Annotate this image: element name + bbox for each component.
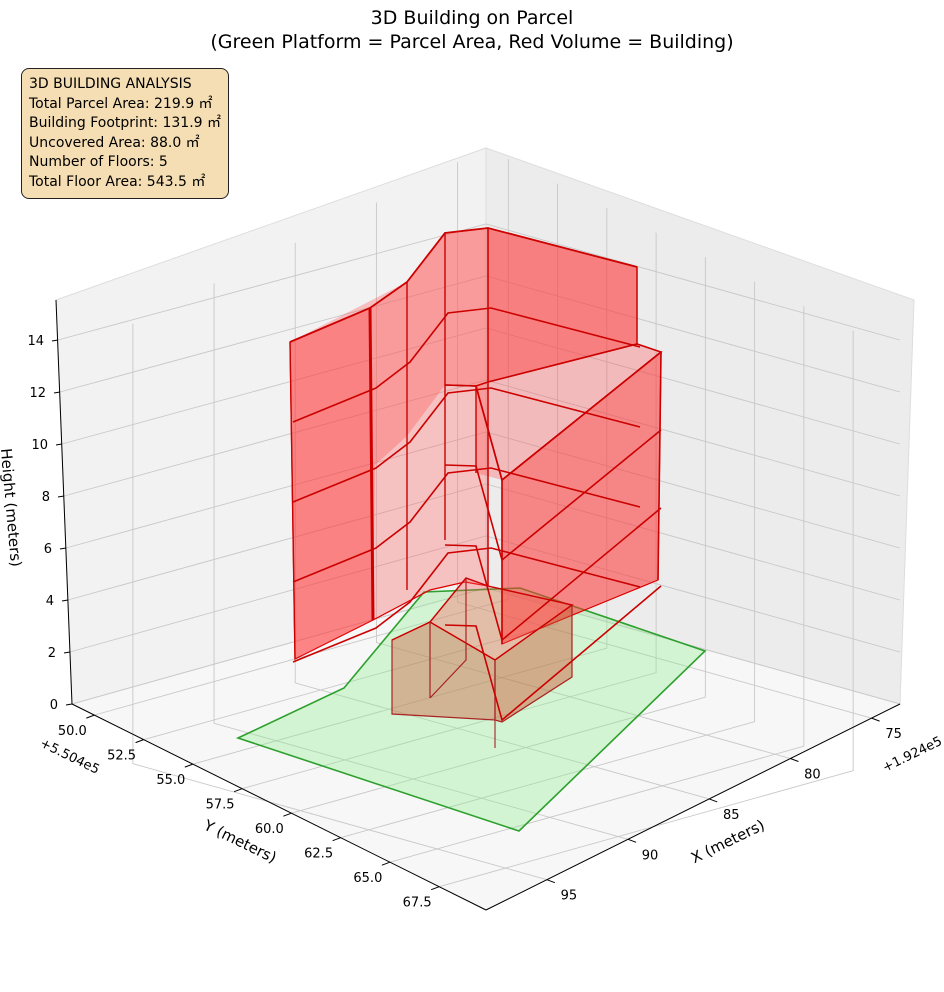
y-tick-mark: [184, 763, 194, 768]
building-floor-outlines: [289, 227, 663, 722]
z-tick-mark: [61, 599, 69, 602]
building-volume: [289, 227, 663, 748]
building-edge-far-right: [657, 351, 662, 581]
x-tick-label: 80: [804, 768, 821, 783]
x-axis-line: [485, 703, 901, 911]
y-tick-mark: [233, 788, 243, 793]
grid-lines: [57, 159, 901, 888]
z-grid-line: [71, 587, 901, 705]
z-tick-label: 10: [31, 438, 48, 453]
z-tick-label: 14: [27, 334, 44, 349]
z-grid-line: [69, 535, 901, 653]
building-edge-left: [289, 341, 296, 660]
y-tick-label: 62.5: [304, 847, 333, 862]
z-tick-mark: [51, 339, 59, 342]
z-tick-label: 4: [46, 594, 54, 609]
z-grid-line: [59, 275, 901, 393]
z-grid-line: [65, 431, 901, 549]
info-line-footprint: Building Footprint: 131.9 ㎡: [29, 115, 222, 131]
z-axis-line: [55, 299, 73, 705]
x-tick-mark: [546, 879, 556, 884]
y-tick-mark: [332, 837, 341, 842]
info-title: 3D BUILDING ANALYSIS: [29, 76, 192, 92]
floor-outline: [292, 547, 641, 663]
axis-ticks: 0 2 4 6 8 10 12 14 50.0 52.5 55.0 57.5 60.0 62.5 65.0 6…: [27, 334, 901, 911]
building-lower-edge-3: [429, 578, 467, 699]
info-line-total-parcel: Total Parcel Area: 219.9 ㎡: [29, 95, 213, 112]
z-grid-line: [67, 483, 901, 601]
y-tick-mark: [86, 714, 95, 719]
z-tick-mark: [65, 703, 73, 706]
z-tick-label: 0: [50, 698, 58, 713]
roof-outline: [289, 227, 638, 343]
x-grid-line: [132, 323, 548, 881]
info-line-floors: Number of Floors: 5: [29, 154, 168, 170]
y-grid-line: [439, 330, 854, 888]
y-axis-line: [71, 703, 487, 911]
y-tick-mark: [381, 861, 391, 866]
floor-outline: [292, 307, 641, 423]
y-grid-line: [192, 208, 608, 765]
z-tick-label: 12: [29, 386, 46, 401]
y-tick-mark: [135, 739, 144, 744]
z-tick-mark: [53, 391, 61, 394]
floor-outline: [292, 467, 641, 583]
y-tick-mark: [283, 812, 292, 817]
x-tick-mark: [709, 798, 718, 803]
y-tick-label: 67.5: [403, 896, 432, 911]
y-tick-label: 50.0: [58, 724, 87, 739]
x-axis-label: X (meters): [688, 816, 768, 867]
y-grid-line: [340, 281, 756, 839]
chart-subtitle: (Green Platform = Parcel Area, Red Volum…: [210, 31, 734, 53]
z-axis-label: Height (meters): [0, 448, 25, 568]
x-tick-mark: [871, 717, 880, 722]
z-grid-line: [63, 379, 901, 497]
floor-outline-front: [444, 429, 662, 562]
chart-title-block: 3D Building on Parcel (Green Platform = …: [0, 6, 944, 54]
z-tick-label: 6: [44, 542, 52, 557]
x-tick-label: 75: [885, 727, 902, 742]
x-tick-mark: [627, 838, 637, 843]
x-grid-line: [375, 202, 791, 759]
z-tick-mark: [59, 547, 67, 550]
z-tick-label: 8: [42, 490, 50, 505]
x-tick-label: 95: [561, 889, 578, 904]
x-grid-line: [213, 283, 629, 840]
x-tick-label: 85: [723, 808, 740, 823]
building-lower-block-top: [391, 577, 574, 661]
y-grid-line: [143, 183, 559, 741]
y-tick-label: 60.0: [255, 822, 284, 837]
y-tick-mark: [430, 886, 440, 891]
y-tick-label: 52.5: [107, 749, 136, 764]
y-tick-label: 57.5: [206, 798, 235, 813]
x-grid-line: [294, 242, 710, 800]
y-tick-label: 65.0: [353, 871, 382, 886]
chart-title: 3D Building on Parcel: [370, 7, 574, 29]
y-tick-label: 55.0: [156, 773, 185, 788]
floor-outline: [292, 387, 641, 503]
z-tick-label: 2: [48, 646, 56, 661]
building-face-front: [290, 228, 661, 659]
z-tick-mark: [57, 495, 65, 498]
x-tick-mark: [790, 758, 799, 762]
z-grid-line: [57, 223, 901, 341]
info-line-uncovered: Uncovered Area: 88.0 ㎡: [29, 134, 200, 151]
roof-outline-front: [444, 343, 663, 482]
x-grid-line: [457, 162, 872, 719]
y-grid-line: [389, 306, 805, 863]
building-edge-corner-left: [368, 307, 375, 621]
z-grid-line: [61, 327, 901, 445]
y-offset-label: +5.504e5: [37, 736, 101, 778]
floor-outline-front: [444, 585, 662, 722]
info-line-floor-area: Total Floor Area: 543.5 ㎡: [29, 173, 206, 190]
analysis-info-box: 3D BUILDING ANALYSIS Total Parcel Area: …: [21, 68, 229, 199]
z-tick-mark: [55, 443, 63, 446]
floor-outline-front: [444, 507, 662, 642]
y-grid-line: [291, 257, 706, 814]
x-tick-label: 90: [642, 848, 659, 863]
axis-lines: [55, 299, 901, 911]
z-tick-mark: [63, 651, 71, 654]
